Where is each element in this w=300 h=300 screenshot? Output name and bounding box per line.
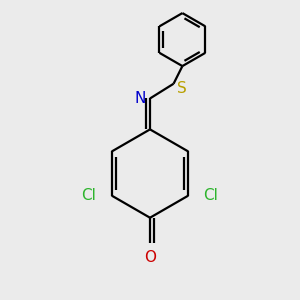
Text: Cl: Cl [204,188,218,203]
Text: N: N [135,91,146,106]
Text: Cl: Cl [82,188,96,203]
Text: S: S [177,81,187,96]
Text: O: O [144,250,156,265]
